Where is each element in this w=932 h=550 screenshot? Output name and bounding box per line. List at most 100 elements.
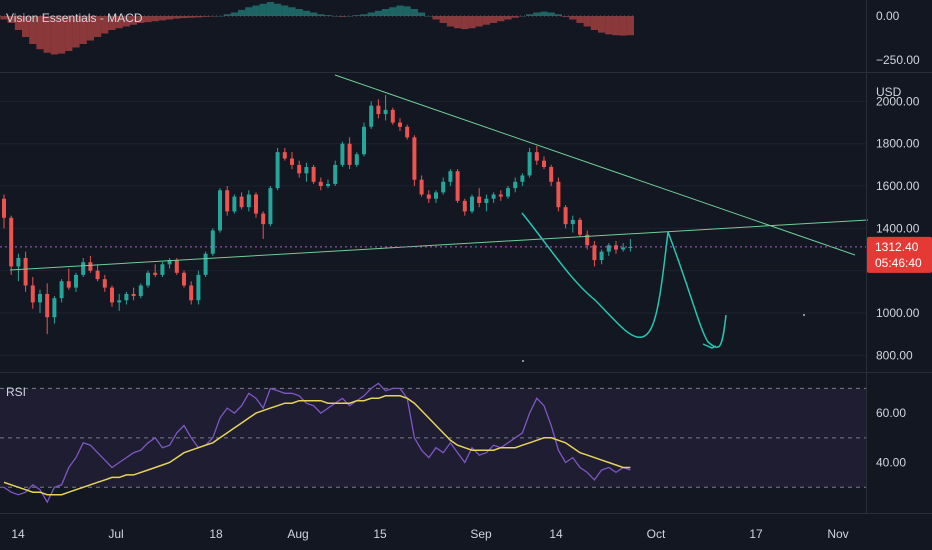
candle-body [174, 260, 179, 273]
macd-bar [511, 16, 519, 18]
macd-bar [389, 7, 397, 16]
macd-bar [58, 16, 66, 54]
candle-body [448, 171, 453, 182]
time-tick-label: Jul [108, 527, 123, 541]
candle-body [376, 105, 381, 115]
macd-pane[interactable]: Vision Essentials - MACD [0, 2, 635, 55]
candle-body [563, 207, 568, 225]
macd-bar [281, 5, 289, 16]
time-tick-label: Nov [827, 527, 848, 541]
projection-path-tail[interactable] [702, 343, 717, 349]
candle-body [383, 109, 388, 115]
macd-bar [122, 16, 130, 27]
price-tick-label: 1000.00 [876, 306, 920, 320]
rsi-tick-label: 60.00 [876, 406, 906, 420]
time-tick-label: 18 [209, 527, 223, 541]
candle-body [470, 196, 474, 212]
candle-body [167, 260, 172, 265]
macd-bar [245, 7, 253, 16]
time-tick-label: Sep [470, 527, 492, 541]
candle-body [304, 166, 309, 174]
price-scale-ticks: 800.00 1000.00 1400.00 1600.00 1800.00 2000.0… [876, 9, 920, 470]
candle-body [347, 143, 352, 165]
macd-bar [382, 9, 390, 16]
candle-body [9, 217, 14, 267]
macd-bar [310, 12, 318, 16]
candle-body [268, 188, 273, 225]
macd-bar [194, 16, 202, 18]
macd-bar [403, 6, 411, 16]
macd-bar [14, 16, 22, 30]
candle-body [110, 287, 114, 303]
macd-bar [562, 16, 570, 17]
candle-body [66, 281, 71, 288]
macd-bar [360, 14, 368, 16]
time-tick-label: 14 [549, 527, 563, 541]
macd-bar [619, 16, 627, 36]
candle-body [606, 245, 611, 252]
candle-body [542, 160, 546, 167]
candle-body [146, 272, 150, 286]
price-tick-label: 1400.00 [876, 221, 920, 235]
ascending-trendline[interactable] [9, 219, 869, 271]
candle-body [138, 285, 143, 297]
rsi-pane[interactable]: RSI [0, 382, 866, 504]
macd-bar [288, 7, 296, 16]
candle-body [311, 166, 316, 182]
macd-bar [36, 16, 44, 50]
candle-body [81, 262, 86, 275]
last-price-tag-bg [867, 236, 932, 273]
candle-body [102, 279, 107, 288]
price-tick-label: 1800.00 [876, 137, 920, 151]
candle-body [290, 158, 294, 165]
price-scale[interactable]: 800.00 1000.00 1400.00 1600.00 1800.00 2000.0… [866, 0, 932, 514]
candle-body [232, 196, 237, 212]
price-pane[interactable] [0, 74, 869, 362]
candle-body [203, 253, 208, 275]
macd-bar [317, 14, 325, 16]
macd-bar [374, 10, 382, 16]
candle-body [628, 246, 633, 248]
macd-bar [439, 16, 447, 23]
candle-body [506, 188, 510, 197]
candle-body [38, 293, 42, 303]
macd-bar [569, 16, 577, 20]
macd-bar [346, 16, 354, 17]
time-tick-label: 17 [749, 527, 763, 541]
macd-bar [86, 16, 94, 41]
time-tick-label: 15 [373, 527, 387, 541]
candle-body [117, 300, 122, 303]
candle-body [282, 152, 287, 159]
candle-body [45, 293, 50, 318]
candle-body [333, 164, 338, 184]
candle-body [484, 198, 489, 203]
macd-bar [94, 16, 102, 37]
descending-trendline[interactable] [334, 74, 856, 256]
macd-bar [518, 16, 526, 17]
rsi-pane-title: RSI [6, 385, 26, 399]
macd-bar [475, 16, 483, 27]
candle-body [2, 198, 6, 218]
candle-body [369, 105, 374, 127]
candle-body [30, 285, 35, 303]
candle-body [419, 179, 424, 195]
macd-bar [583, 16, 591, 27]
macd-bar [108, 16, 116, 30]
macd-bar [461, 16, 469, 30]
projection-path[interactable] [521, 212, 727, 348]
candle-body [362, 126, 366, 155]
macd-tick-label: −250.00 [876, 53, 920, 67]
candle-body [477, 196, 482, 203]
candle-body [239, 196, 244, 208]
macd-bar [432, 16, 440, 20]
candle-body [16, 257, 21, 267]
last-price-tag[interactable]: 1312.40 05:46:40 [867, 236, 932, 273]
macd-bar [331, 16, 339, 17]
macd-bar [130, 16, 138, 25]
time-axis[interactable]: 14 Jul 18 Aug 15 Sep 14 Oct 17 Nov [11, 527, 848, 541]
macd-bar [605, 16, 613, 35]
macd-bar [0, 16, 8, 20]
candle-body [398, 122, 402, 127]
bar-countdown: 05:46:40 [875, 256, 922, 270]
